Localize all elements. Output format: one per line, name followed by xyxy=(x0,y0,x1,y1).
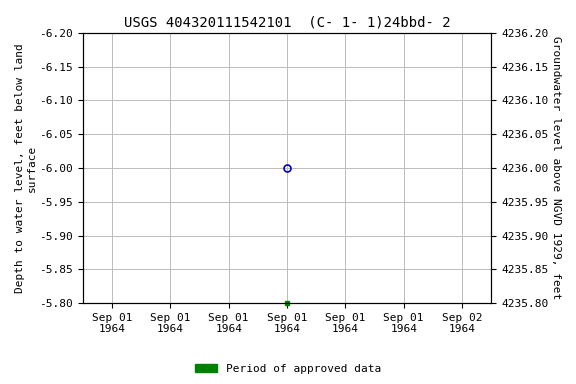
Y-axis label: Groundwater level above NGVD 1929, feet: Groundwater level above NGVD 1929, feet xyxy=(551,36,561,300)
Title: USGS 404320111542101  (C- 1- 1)24bbd- 2: USGS 404320111542101 (C- 1- 1)24bbd- 2 xyxy=(124,15,450,29)
Y-axis label: Depth to water level, feet below land
surface: Depth to water level, feet below land su… xyxy=(15,43,37,293)
Legend: Period of approved data: Period of approved data xyxy=(191,359,385,379)
